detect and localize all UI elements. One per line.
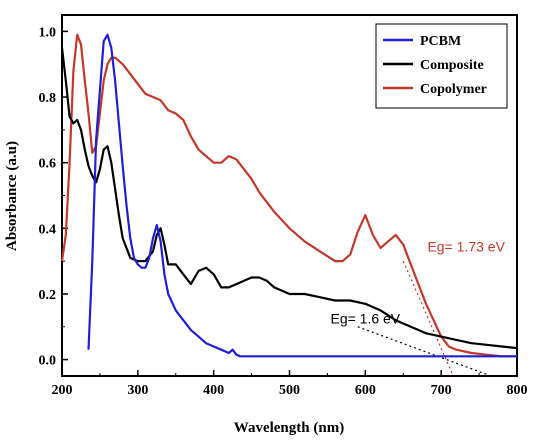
annotations: Eg= 1.6 eV Eg= 1.73 eV [330,238,505,326]
x-tick-label: 400 [203,383,224,398]
x-tick-label: 800 [507,383,528,398]
series-lines [60,33,518,358]
x-tick-label: 200 [52,383,73,398]
y-tick-label: 0.6 [39,157,57,172]
x-tick-label: 300 [127,383,148,398]
extrapolation-line [357,326,487,375]
series-line-composite [60,47,518,350]
y-axis-title: Absorbance (a.u) [4,141,20,251]
tick-labels: 200 300 400 500 600 700 800 0.0 0.2 0.4 0.6 0.8 1.0 [39,25,528,398]
axis-ticks [61,30,518,376]
y-tick-label: 0.8 [39,91,57,106]
eg-annotation: Eg= 1.6 eV [330,310,400,326]
y-tick-label: 0.2 [39,288,57,303]
eg-annotation: Eg= 1.73 eV [427,238,505,254]
extrapolation-line [402,260,454,375]
extrapolation-lines [357,260,487,375]
legend: PCBM Composite Copolymer [375,23,508,109]
x-tick-label: 600 [355,383,376,398]
legend-label: Copolymer [420,82,487,97]
legend-box [375,23,508,109]
y-tick-label: 0.4 [39,222,57,237]
x-axis-title: Wavelength (nm) [234,420,344,436]
legend-label: Composite [420,58,484,73]
x-tick-label: 500 [279,383,300,398]
x-tick-label: 700 [431,383,452,398]
y-tick-label: 1.0 [39,25,57,40]
legend-label: PCBM [420,34,461,49]
series-line-pcbm [87,33,517,358]
series-line-copolymer [60,33,517,358]
y-tick-label: 0.0 [39,354,57,369]
